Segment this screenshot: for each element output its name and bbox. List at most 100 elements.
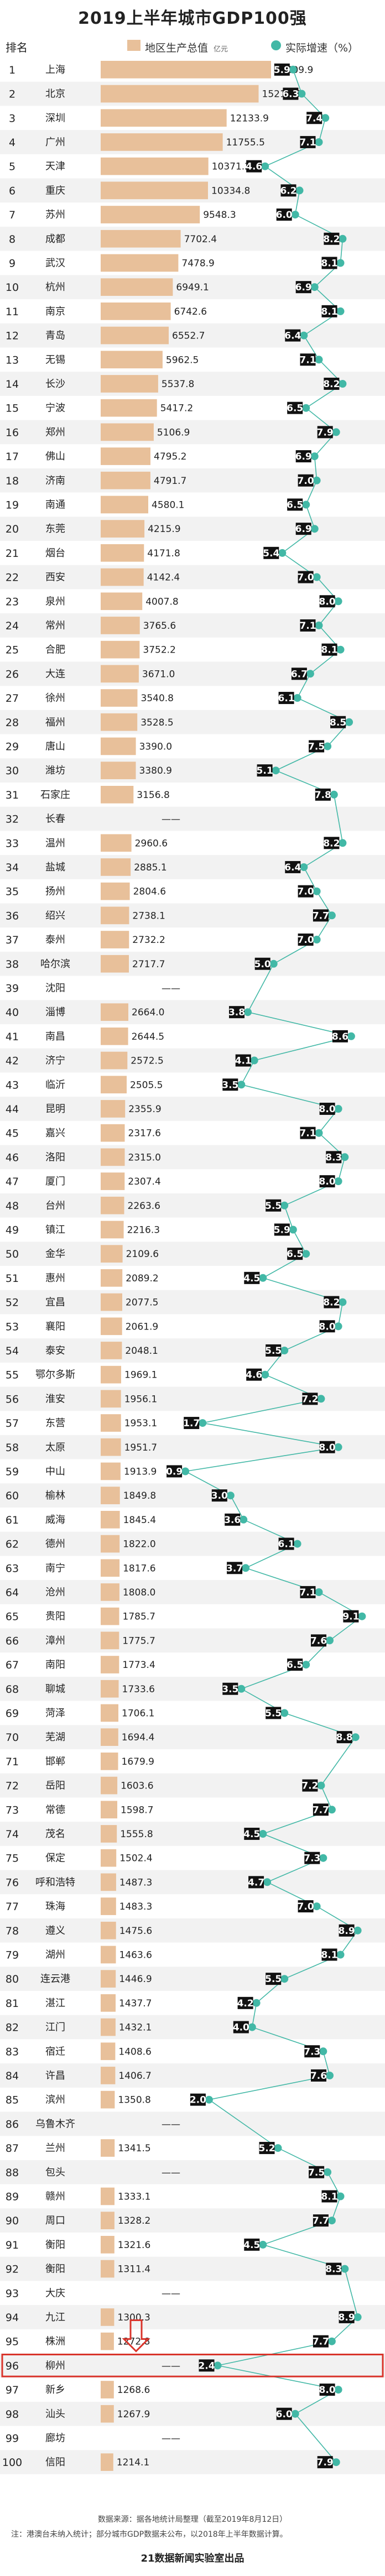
rank-label: 76	[6, 1876, 19, 1889]
growth-label-bg	[285, 329, 301, 342]
city-label: 广州	[45, 137, 65, 148]
gdp-bar	[101, 1728, 118, 1746]
rank-label: 36	[6, 910, 19, 922]
rank-label: 55	[6, 1369, 19, 1381]
rank-label: 96	[6, 2360, 19, 2372]
gdp-value-label: 1775.7	[122, 1635, 155, 1646]
gdp-value-label: 2355.9	[128, 1104, 161, 1115]
growth-point	[353, 1926, 362, 1934]
growth-label-bg	[222, 1078, 238, 1091]
growth-label-bg	[319, 1320, 335, 1333]
gdp-value-label: 1694.4	[122, 1732, 154, 1743]
publisher-credit: 21数据新闻实验室出品	[141, 2553, 244, 2564]
growth-value-label: 4.0	[233, 2022, 249, 2033]
city-label: 深圳	[45, 112, 65, 124]
city-label: 岳阳	[45, 1780, 65, 1792]
gdp-bar	[101, 568, 144, 586]
growth-label-bg	[304, 1852, 320, 1864]
gdp-value-label: 1333.1	[118, 2191, 150, 2202]
growth-legend-label: 实际增速（%）	[285, 42, 359, 54]
rank-label: 94	[6, 2312, 19, 2324]
city-label: 威海	[45, 1514, 65, 1526]
gdp-value-label: 2804.6	[133, 887, 166, 898]
gdp-bar	[101, 1317, 122, 1336]
gdp-bar	[101, 1607, 119, 1625]
growth-legend-dot	[271, 40, 281, 50]
gdp-bar	[101, 713, 138, 731]
growth-label-bg	[229, 1006, 244, 1019]
rank-label: 14	[6, 378, 19, 390]
rank-label: 89	[6, 2191, 19, 2203]
growth-point	[313, 573, 321, 581]
row-stripe	[0, 951, 385, 976]
gdp-value-label: 1321.6	[118, 2240, 150, 2251]
gdp-value-label: 1311.4	[118, 2264, 150, 2275]
city-label: 青岛	[45, 330, 65, 342]
city-label: 宿迁	[45, 2046, 65, 2057]
city-label: 长沙	[45, 378, 65, 390]
gdp-value-label: ——	[162, 2119, 180, 2130]
growth-value-label: 8.1	[321, 2191, 337, 2202]
rank-label: 71	[6, 1756, 19, 1768]
growth-label-bg	[266, 1344, 282, 1357]
city-label: 嘉兴	[45, 1128, 65, 1139]
growth-point	[240, 1515, 248, 1524]
growth-label-bg	[298, 474, 314, 487]
growth-point	[259, 1274, 267, 1282]
rank-label: 57	[6, 1417, 19, 1430]
city-label: 菏泽	[45, 1707, 65, 1719]
growth-label-bg	[248, 1876, 264, 1889]
gdp-value-label: 2505.5	[130, 1080, 163, 1091]
gdp-bar	[101, 230, 181, 248]
row-stripe	[0, 1967, 385, 1991]
rank-label: 39	[6, 982, 19, 994]
gdp-bar	[101, 2139, 115, 2157]
growth-point	[351, 1733, 360, 1741]
growth-point	[252, 1999, 261, 2007]
gdp-bar	[101, 1293, 122, 1311]
growth-value-label: 8.2	[323, 1297, 340, 1308]
gdp-bar	[101, 471, 150, 489]
gdp-value-label: ——	[162, 983, 180, 994]
rank-label: 49	[6, 1224, 19, 1236]
gdp-value-label: 4791.7	[154, 476, 186, 487]
gdp-value-label: ——	[162, 2433, 180, 2444]
growth-value-label: 8.0	[319, 1104, 336, 1115]
growth-value-label: 5.4	[263, 548, 279, 559]
growth-point	[248, 2023, 256, 2031]
rank-label: 7	[9, 209, 15, 221]
gdp-bar	[101, 1076, 127, 1094]
gdp-bar	[101, 1873, 116, 1891]
gdp-bar	[101, 109, 227, 127]
rank-label: 61	[6, 1514, 19, 1526]
city-label: 宁波	[45, 403, 65, 414]
gdp-bar	[101, 1921, 116, 1939]
city-label: 无锡	[45, 354, 65, 366]
gdp-value-label: 2572.5	[131, 1056, 163, 1067]
growth-point	[259, 1830, 267, 1838]
growth-point	[315, 621, 323, 629]
growth-value-label: 8.5	[330, 717, 346, 728]
growth-point	[291, 2410, 299, 2418]
gdp-bar	[101, 1028, 128, 1045]
growth-value-label: 4.6	[246, 1370, 262, 1381]
rank-label: 33	[6, 837, 19, 849]
gdp-value-label: 1300.3	[117, 2312, 150, 2323]
growth-point	[242, 1564, 250, 1572]
rank-label: 31	[6, 789, 19, 801]
city-label: 天津	[45, 161, 65, 173]
rank-label: 80	[6, 1973, 19, 1985]
growth-value-label: 7.2	[301, 1781, 318, 1792]
growth-label-bg	[266, 1707, 282, 1719]
growth-value-label: 6.5	[287, 403, 303, 414]
city-label: 南通	[45, 499, 65, 510]
city-label: 襄阳	[45, 1321, 65, 1332]
gdp-value-label: 2048.1	[125, 1346, 158, 1357]
city-label: 沈阳	[45, 982, 65, 994]
rank-label: 18	[6, 475, 19, 487]
rank-label: 53	[6, 1321, 19, 1333]
growth-point	[280, 1975, 289, 1983]
city-label: 乌鲁木齐	[35, 2118, 75, 2130]
growth-point	[324, 742, 332, 750]
rank-label: 19	[6, 499, 19, 511]
